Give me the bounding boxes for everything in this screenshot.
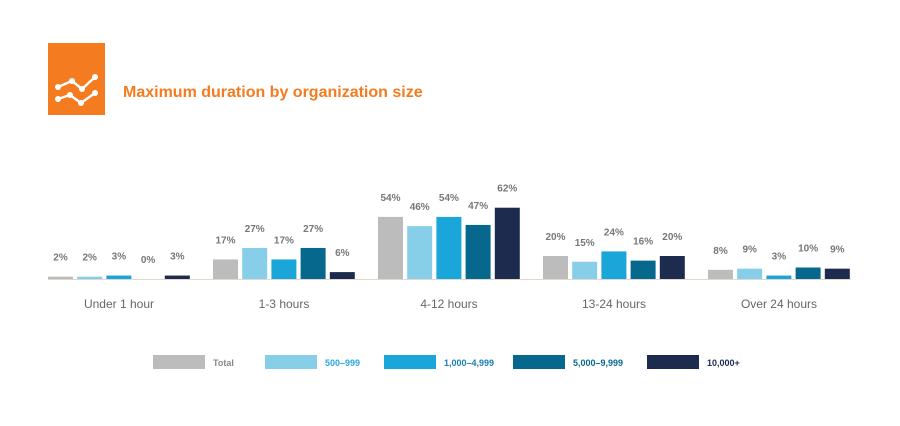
legend-label: 10,000+ bbox=[707, 358, 740, 368]
bar-value-label: 17% bbox=[215, 235, 235, 246]
bar bbox=[494, 207, 520, 279]
bar-value-label: 54% bbox=[380, 193, 400, 204]
bar bbox=[543, 256, 568, 279]
legend-label: 1,000–4,999 bbox=[444, 358, 495, 368]
category-label: Under 1 hour bbox=[84, 297, 154, 311]
bar bbox=[824, 268, 850, 279]
bar-value-label: 9% bbox=[742, 245, 757, 256]
bar bbox=[164, 275, 190, 279]
bar bbox=[766, 275, 792, 279]
bar-value-label: 2% bbox=[82, 253, 97, 264]
legend-swatch bbox=[153, 355, 205, 369]
legend-swatch bbox=[647, 355, 699, 369]
line-chart-icon bbox=[55, 74, 98, 106]
bar bbox=[737, 268, 763, 279]
legend-label: 500–999 bbox=[325, 358, 361, 368]
bar-value-label: 20% bbox=[545, 232, 565, 243]
bar-value-label: 20% bbox=[662, 232, 682, 243]
logo-badge bbox=[48, 43, 105, 115]
category-label: Over 24 hours bbox=[741, 297, 817, 311]
bar-value-label: 8% bbox=[713, 246, 728, 257]
category-label: 4-12 hours bbox=[420, 297, 477, 311]
bar bbox=[630, 260, 656, 279]
bar bbox=[795, 267, 821, 279]
bar-value-label: 3% bbox=[170, 252, 185, 263]
bar-value-label: 2% bbox=[53, 253, 68, 264]
bar-value-label: 3% bbox=[772, 252, 787, 263]
bar bbox=[572, 261, 598, 279]
legend-swatch bbox=[265, 355, 317, 369]
bar-value-label: 0% bbox=[141, 255, 156, 266]
bar-value-label: 3% bbox=[112, 252, 127, 263]
bar bbox=[601, 251, 627, 279]
bar-value-label: 6% bbox=[335, 248, 350, 259]
bar-value-label: 54% bbox=[439, 193, 459, 204]
legend-swatch bbox=[513, 355, 565, 369]
bar-value-label: 17% bbox=[274, 235, 294, 246]
bar-value-label: 15% bbox=[575, 238, 595, 249]
category-label: 13-24 hours bbox=[582, 297, 646, 311]
bar-value-label: 27% bbox=[303, 224, 323, 235]
legend-label: Total bbox=[213, 358, 234, 368]
bar bbox=[708, 269, 733, 279]
bar bbox=[48, 276, 73, 279]
category-label: 1-3 hours bbox=[259, 297, 310, 311]
bar bbox=[329, 272, 355, 279]
chart-title: Maximum duration by organization size bbox=[123, 84, 423, 101]
bar bbox=[106, 275, 132, 279]
bar bbox=[300, 247, 326, 279]
bar-value-label: 10% bbox=[798, 244, 818, 255]
bar-value-label: 24% bbox=[604, 227, 624, 238]
legend-swatch bbox=[384, 355, 436, 369]
bar bbox=[659, 256, 685, 279]
bar bbox=[242, 247, 268, 279]
bar-value-label: 47% bbox=[468, 201, 488, 212]
bar bbox=[77, 276, 103, 279]
bar-value-label: 9% bbox=[830, 245, 845, 256]
bar bbox=[465, 224, 491, 279]
bar bbox=[436, 216, 462, 279]
bar-value-label: 62% bbox=[497, 184, 517, 195]
bar-value-label: 16% bbox=[633, 237, 653, 248]
bar bbox=[378, 216, 403, 279]
bar bbox=[407, 226, 433, 279]
bar-value-label: 27% bbox=[245, 224, 265, 235]
bar-value-label: 46% bbox=[410, 202, 430, 213]
bar bbox=[213, 259, 238, 279]
legend-label: 5,000–9,999 bbox=[573, 358, 624, 368]
bar bbox=[271, 259, 297, 279]
